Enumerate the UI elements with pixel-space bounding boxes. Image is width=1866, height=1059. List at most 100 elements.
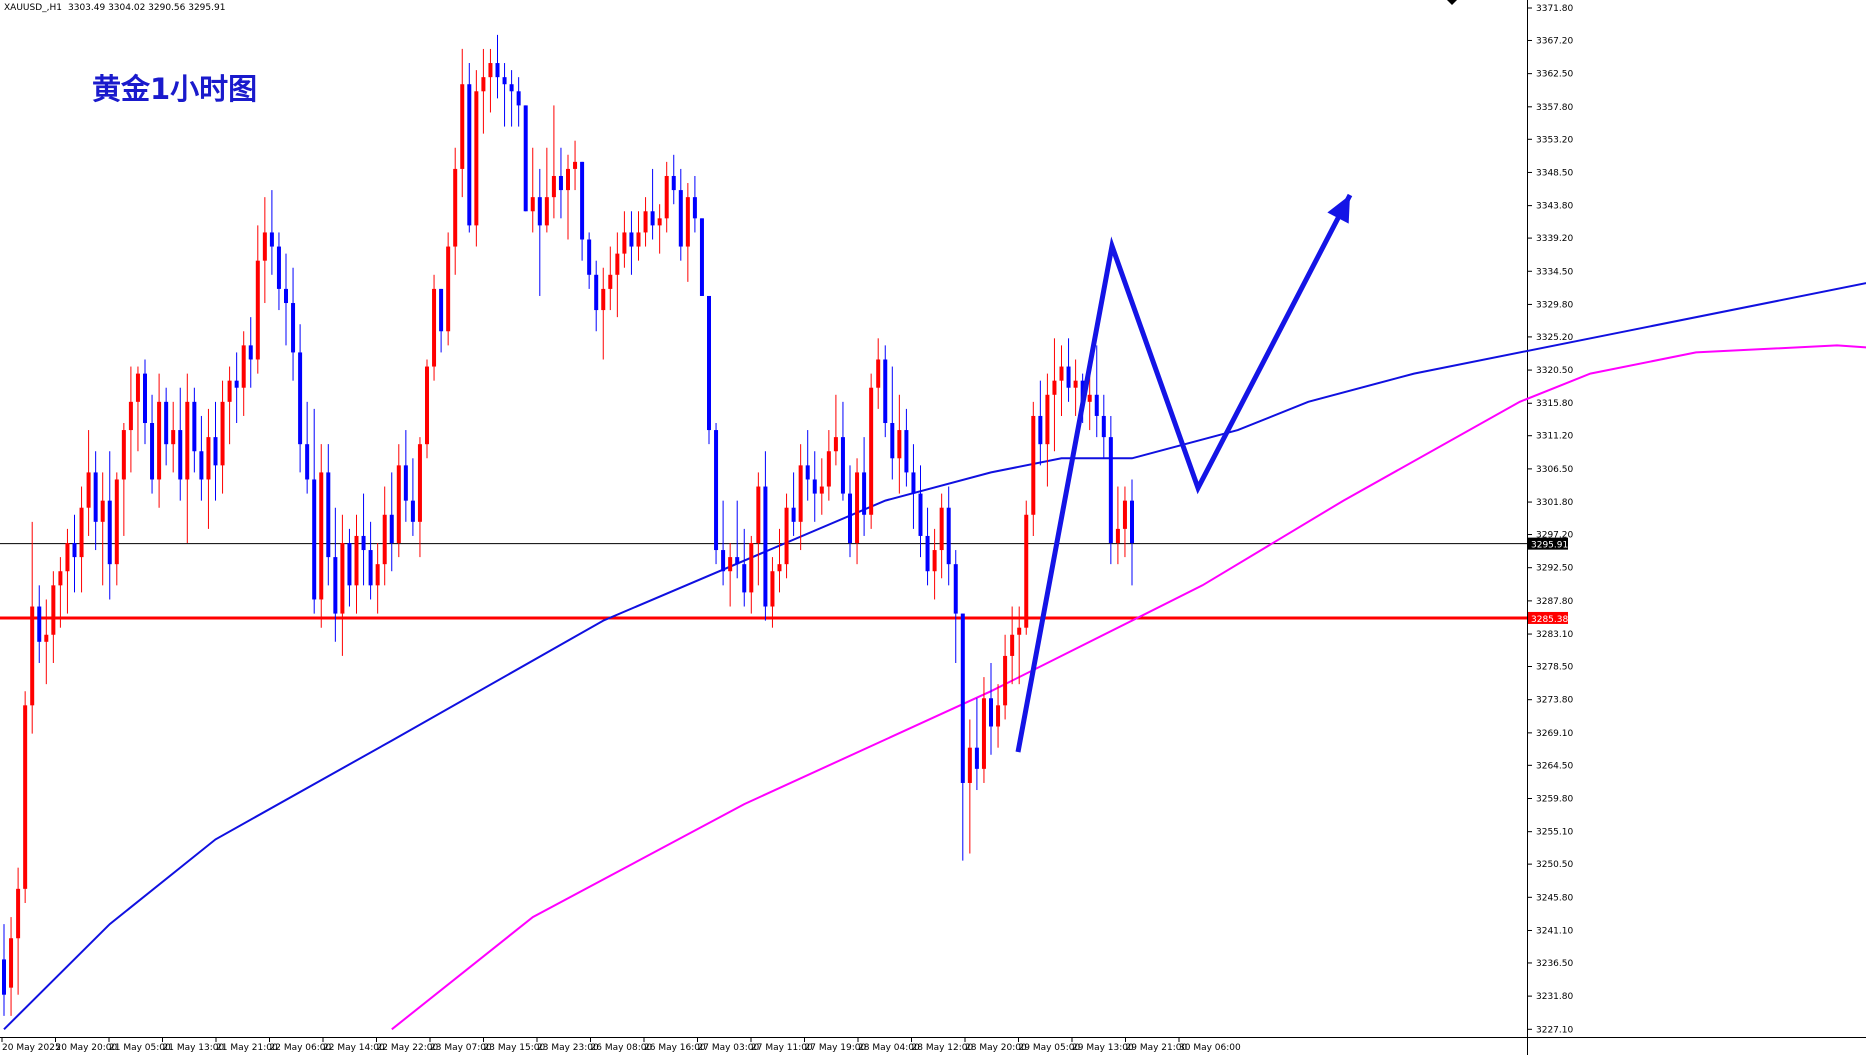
candle[interactable] <box>495 34 500 99</box>
candle[interactable] <box>692 175 697 233</box>
candle[interactable] <box>1130 479 1134 586</box>
candle[interactable] <box>622 211 627 268</box>
candle[interactable] <box>368 521 373 600</box>
candle[interactable] <box>904 408 909 487</box>
candle[interactable] <box>361 493 366 586</box>
candle[interactable] <box>417 437 422 558</box>
candle[interactable] <box>664 161 669 233</box>
candle[interactable] <box>728 542 733 607</box>
candle[interactable] <box>989 662 993 755</box>
candle[interactable] <box>248 317 253 388</box>
candle[interactable] <box>587 232 592 289</box>
candle[interactable] <box>220 380 225 494</box>
candle[interactable] <box>1031 401 1036 536</box>
candle[interactable] <box>1073 359 1078 416</box>
candle[interactable] <box>509 70 514 127</box>
candle[interactable] <box>671 154 676 205</box>
candle[interactable] <box>58 557 63 628</box>
candle[interactable] <box>537 168 542 296</box>
candle[interactable] <box>876 338 881 409</box>
candle[interactable] <box>721 500 726 586</box>
candle[interactable] <box>981 677 986 783</box>
candle[interactable] <box>974 698 979 791</box>
candle[interactable] <box>192 387 197 473</box>
candle[interactable] <box>544 147 549 233</box>
candle[interactable] <box>234 352 239 424</box>
candle[interactable] <box>65 528 70 614</box>
candle[interactable] <box>453 147 458 275</box>
candle[interactable] <box>833 394 838 466</box>
candle[interactable] <box>51 571 56 663</box>
candle[interactable] <box>763 451 768 621</box>
candle[interactable] <box>241 331 246 416</box>
candle[interactable] <box>1010 606 1015 685</box>
candle[interactable] <box>488 48 493 113</box>
candle[interactable] <box>9 917 14 1016</box>
candle[interactable] <box>375 542 380 614</box>
candle[interactable] <box>594 260 599 332</box>
candle[interactable] <box>777 528 782 593</box>
candle[interactable] <box>128 366 133 473</box>
candle[interactable] <box>897 394 902 494</box>
candle[interactable] <box>1094 345 1099 438</box>
candle[interactable] <box>657 204 662 254</box>
candle[interactable] <box>869 373 874 529</box>
candle[interactable] <box>1038 380 1043 466</box>
candle[interactable] <box>354 514 359 614</box>
candle[interactable] <box>699 218 704 296</box>
candle[interactable] <box>1003 634 1008 720</box>
candle[interactable] <box>206 408 211 529</box>
candle[interactable] <box>1101 394 1106 459</box>
candle[interactable] <box>72 514 77 593</box>
candle[interactable] <box>460 48 465 198</box>
candle[interactable] <box>1059 345 1064 416</box>
candle[interactable] <box>615 232 620 318</box>
candle[interactable] <box>650 168 655 240</box>
candle[interactable] <box>735 500 740 579</box>
candle[interactable] <box>707 295 711 445</box>
candle[interactable] <box>848 465 852 558</box>
candle[interactable] <box>164 387 169 466</box>
forecast-arrow-line[interactable] <box>1015 193 1353 753</box>
candle[interactable] <box>2 924 6 1016</box>
candle[interactable] <box>326 444 331 586</box>
candle[interactable] <box>890 366 895 480</box>
candle[interactable] <box>199 415 204 501</box>
candle[interactable] <box>523 105 528 212</box>
candle[interactable] <box>925 507 930 586</box>
candle[interactable] <box>403 430 408 522</box>
candle[interactable] <box>382 486 387 586</box>
candle[interactable] <box>37 585 42 663</box>
candle[interactable] <box>467 63 472 233</box>
candle[interactable] <box>410 458 415 536</box>
candle[interactable] <box>107 451 112 600</box>
candle[interactable] <box>678 168 683 261</box>
candle[interactable] <box>918 465 923 558</box>
candle[interactable] <box>812 451 817 522</box>
candle[interactable] <box>432 274 437 381</box>
candle[interactable] <box>86 430 91 536</box>
candle[interactable] <box>826 430 831 501</box>
candle[interactable] <box>819 458 824 515</box>
candle[interactable] <box>213 401 218 501</box>
candle[interactable] <box>1115 486 1120 565</box>
candle[interactable] <box>305 401 310 494</box>
candle[interactable] <box>566 154 570 240</box>
candle[interactable] <box>227 366 232 445</box>
candle[interactable] <box>135 366 140 452</box>
candle[interactable] <box>157 373 162 508</box>
candle[interactable] <box>996 684 1001 748</box>
candle[interactable] <box>1052 338 1057 452</box>
candle[interactable] <box>1024 500 1029 635</box>
candle[interactable] <box>939 493 944 579</box>
candle[interactable] <box>551 105 556 219</box>
candle[interactable] <box>960 613 965 861</box>
candle[interactable] <box>340 514 345 656</box>
candle[interactable] <box>79 486 84 593</box>
candle[interactable] <box>516 77 521 127</box>
candle[interactable] <box>284 253 288 346</box>
candle[interactable] <box>636 211 641 261</box>
candle[interactable] <box>1045 373 1050 487</box>
candle[interactable] <box>319 444 324 628</box>
candle[interactable] <box>608 246 613 311</box>
